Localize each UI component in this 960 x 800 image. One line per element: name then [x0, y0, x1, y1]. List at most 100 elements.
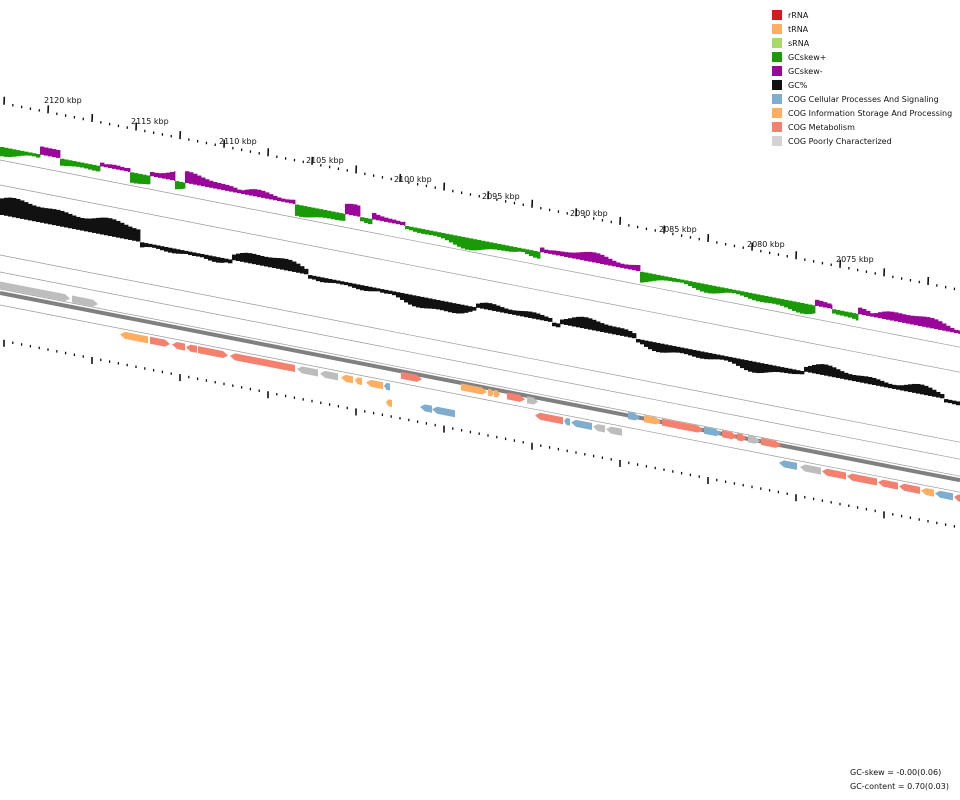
- gc-skew-bar: [788, 300, 793, 310]
- gc-skew-bar: [261, 190, 266, 198]
- gc-content-bar: [80, 217, 85, 231]
- gc-skew-bar: [449, 234, 454, 243]
- gc-skew-bar: [724, 288, 729, 293]
- gc-skew-bar: [728, 288, 733, 293]
- gc-skew-bar: [696, 282, 701, 290]
- gene-arrow: [386, 399, 392, 407]
- gc-content-bar: [544, 316, 549, 322]
- gc-skew-bar: [784, 299, 789, 308]
- gc-skew-bar: [303, 206, 308, 218]
- gc-content-bar: [172, 248, 177, 254]
- gc-content-bar: [712, 353, 717, 360]
- gc-skew-bar: [736, 290, 741, 295]
- gc-skew-bar: [840, 310, 845, 316]
- gc-content-bar: [840, 371, 845, 379]
- gc-content-stat: GC-content = 0.70(0.03): [850, 782, 949, 791]
- gc-skew-bar: [628, 264, 633, 270]
- gc-content-bar: [96, 217, 101, 234]
- legend-item-rrna: rRNA: [772, 8, 952, 22]
- gc-content-bar: [788, 368, 793, 374]
- gc-content-bar: [648, 341, 653, 350]
- legend-item-trna: tRNA: [772, 22, 952, 36]
- gc-skew-bar: [84, 163, 89, 169]
- kbp-label: 2075 kbp: [836, 255, 874, 264]
- gc-skew-bar: [808, 304, 813, 315]
- gc-content-bar: [92, 218, 97, 233]
- gc-skew-bar: [162, 173, 167, 179]
- legend-label: GCskew-: [788, 66, 823, 76]
- gc-skew-bar: [221, 183, 226, 191]
- track-guide-lines: [0, 159, 960, 493]
- gc-skew-bar: [331, 211, 336, 220]
- gc-content-bar: [372, 287, 377, 292]
- legend-swatch: [772, 10, 782, 20]
- gc-content-bar: [76, 216, 81, 230]
- gc-skew-bar: [870, 313, 875, 317]
- gc-content-bar: [136, 229, 141, 242]
- genome-backbone: [0, 291, 960, 483]
- gc-content-bar: [60, 210, 65, 227]
- gc-content-bar: [144, 243, 149, 247]
- gc-skew-bar: [64, 159, 69, 167]
- gc-content-bar: [672, 346, 677, 353]
- gc-content-bar: [472, 307, 477, 311]
- gc-content-bar: [440, 300, 445, 311]
- gene-arrow: [847, 473, 877, 486]
- gc-content-bar: [64, 212, 69, 228]
- gc-content-bar: [400, 293, 405, 300]
- gc-skew-bar: [315, 208, 320, 218]
- legend-swatch: [772, 136, 782, 146]
- gc-content-bar: [104, 217, 109, 236]
- gc-content-bar: [768, 364, 773, 373]
- gc-content-bar: [872, 377, 877, 386]
- gene-arrow: [761, 437, 781, 448]
- gc-skew-bar: [311, 207, 316, 218]
- gc-skew-bar: [862, 309, 867, 316]
- gc-content-bar: [484, 302, 489, 310]
- legend-swatch: [772, 52, 782, 62]
- gc-content-bar: [120, 222, 125, 239]
- gc-content-bar: [368, 286, 373, 292]
- gc-skew-bar: [457, 236, 462, 247]
- gc-skew-bar: [898, 313, 903, 323]
- gc-skew-bar: [692, 281, 697, 288]
- gc-content-bar: [644, 340, 649, 347]
- gc-skew-bar: [812, 305, 816, 314]
- gc-content-bar: [424, 297, 429, 309]
- gc-content-bar: [476, 303, 481, 308]
- gc-skew-bar: [413, 227, 418, 232]
- gc-content-bar: [228, 259, 233, 264]
- gc-skew-bar: [349, 203, 354, 216]
- gc-skew-bar: [764, 295, 769, 303]
- gene-arrow: [628, 411, 640, 421]
- gc-content-bar: [596, 321, 601, 332]
- gc-skew-bar: [404, 221, 406, 226]
- inner-tick-ruler: [3, 339, 956, 528]
- legend-label: COG Poorly Characterized: [788, 136, 892, 146]
- gc-skew-bar: [323, 209, 328, 218]
- legend-swatch: [772, 66, 782, 76]
- gc-content-bar: [412, 295, 417, 307]
- gc-skew-bar: [823, 302, 828, 308]
- gc-content-bar: [532, 312, 537, 319]
- gc-content-bar: [336, 280, 341, 284]
- gc-content-bar: [124, 224, 129, 240]
- gc-skew-bar: [477, 240, 482, 251]
- gc-content-bar: [216, 257, 221, 263]
- gc-skew-bar: [792, 301, 797, 311]
- gc-content-bar: [148, 243, 153, 248]
- gc-content-bar: [128, 226, 133, 240]
- gc-skew-bar: [776, 298, 781, 305]
- legend-label: GCskew+: [788, 52, 827, 62]
- gene-arrow: [186, 344, 197, 353]
- gc-skew-bar: [241, 190, 246, 194]
- gc-skew-bar: [112, 164, 117, 169]
- legend-label: COG Cellular Processes And Signaling: [788, 94, 939, 104]
- gc-content-bar: [844, 372, 849, 380]
- gc-content-bar: [820, 364, 825, 375]
- gc-skew-bar: [624, 264, 629, 269]
- gc-content-bar: [540, 314, 545, 321]
- gc-content-bar: [664, 344, 669, 353]
- gc-skew-bar: [116, 165, 121, 170]
- gc-content-bar: [848, 374, 853, 381]
